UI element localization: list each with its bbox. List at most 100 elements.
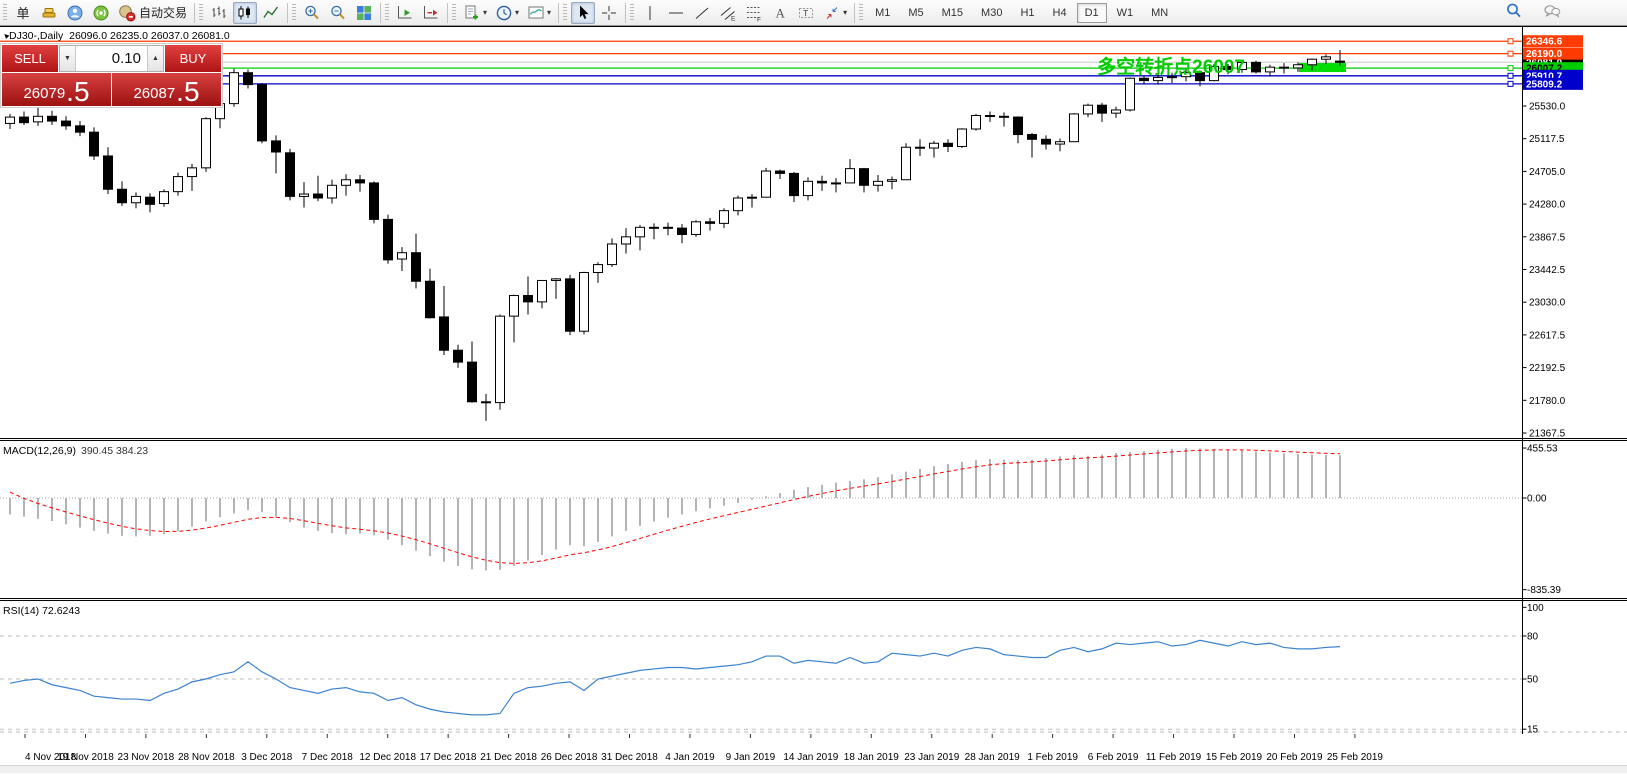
buy-price[interactable]: 26087 .5 bbox=[112, 73, 221, 106]
dropdown-caret-icon[interactable]: ▾ bbox=[547, 8, 552, 17]
signals-icon[interactable] bbox=[89, 2, 113, 24]
text-icon[interactable]: A bbox=[768, 2, 792, 24]
zoom-out-icon bbox=[331, 5, 345, 19]
sell-button[interactable]: SELL bbox=[2, 45, 58, 72]
line-handle[interactable] bbox=[1507, 38, 1514, 45]
arrows-icon[interactable]: ▾ bbox=[820, 2, 850, 24]
candle-body-up bbox=[159, 191, 169, 205]
cursor-icon[interactable] bbox=[571, 1, 596, 24]
template-icon[interactable]: ▾ bbox=[524, 2, 554, 24]
line-handle[interactable] bbox=[1507, 80, 1514, 87]
date-axis-label: 12 Dec 2018 bbox=[359, 752, 416, 763]
line-handle[interactable] bbox=[1507, 50, 1514, 57]
gold-bars-icon[interactable] bbox=[37, 2, 61, 24]
chart-window: 多空转折点26007 25530.0 25117.5 24705.0 24280.0 23… bbox=[0, 26, 1627, 774]
candle-body-up bbox=[747, 196, 757, 199]
candle-body-up bbox=[607, 243, 617, 266]
price-axis-label: 21367.5 bbox=[1529, 429, 1566, 440]
timeframe-button-m5[interactable]: M5 bbox=[908, 6, 924, 19]
price-tag[interactable] bbox=[1523, 35, 1583, 48]
date-axis-label: 11 Feb 2019 bbox=[1146, 752, 1202, 763]
bar-chart-icon[interactable] bbox=[207, 2, 231, 24]
dropdown-caret-icon[interactable]: ▾ bbox=[483, 8, 488, 17]
price-tag[interactable] bbox=[1523, 77, 1583, 90]
timeframe-button-h4[interactable]: H4 bbox=[1052, 6, 1067, 19]
candle-body-up bbox=[229, 72, 239, 105]
candle-body-up bbox=[537, 279, 547, 303]
vline-icon bbox=[649, 5, 651, 20]
candle-body-up bbox=[971, 115, 981, 130]
toolbar-grip bbox=[199, 3, 204, 22]
toolbar-grip bbox=[385, 3, 390, 22]
search-icon bbox=[1507, 3, 1521, 18]
timeframe-button-mn[interactable]: MN bbox=[1151, 6, 1169, 19]
macd-pane-label: MACD(12,26,9) bbox=[3, 445, 76, 457]
arrows-icon bbox=[826, 6, 838, 19]
date-axis-label: 26 Dec 2018 bbox=[541, 752, 598, 763]
periods-clock-icon[interactable]: ▾ bbox=[492, 2, 522, 24]
candle-body-down bbox=[145, 196, 155, 205]
auto-scroll-icon[interactable] bbox=[393, 2, 417, 24]
line-handle[interactable] bbox=[1507, 72, 1514, 79]
timeframe-button-d1[interactable]: D1 bbox=[1076, 2, 1107, 23]
price-tag[interactable] bbox=[1523, 62, 1583, 75]
hline-icon bbox=[669, 12, 684, 13]
price-axis-label: 22192.5 bbox=[1529, 363, 1566, 374]
candle-body-down bbox=[565, 278, 575, 332]
order-menu-button[interactable]: 单 bbox=[11, 2, 35, 24]
autotrading-button[interactable]: 自动交易 bbox=[115, 2, 190, 24]
label-icon[interactable]: T bbox=[794, 2, 818, 24]
timeframe-button-m1[interactable]: M1 bbox=[875, 6, 891, 19]
toolbar-grip bbox=[292, 3, 297, 22]
chart-shift-icon[interactable] bbox=[419, 2, 443, 24]
chat-button[interactable] bbox=[1543, 2, 1561, 20]
trendline-icon[interactable] bbox=[690, 2, 714, 24]
buy-price-pips: .5 bbox=[176, 76, 200, 107]
toolbar-grip bbox=[3, 3, 7, 22]
price-axis-label: 23030.0 bbox=[1529, 298, 1566, 309]
price-tag[interactable] bbox=[1523, 47, 1583, 60]
dropdown-caret-icon[interactable]: ▾ bbox=[515, 8, 520, 17]
vline-icon[interactable] bbox=[638, 2, 662, 24]
new-order-icon[interactable]: ▾ bbox=[460, 2, 490, 24]
volume-decrease-button[interactable]: ▼ bbox=[60, 46, 76, 71]
candlestick-chart-icon[interactable] bbox=[233, 1, 258, 24]
candle-body-up bbox=[1321, 56, 1331, 60]
timeframe-button-m30[interactable]: M30 bbox=[981, 6, 1003, 19]
toolbar-separator bbox=[287, 2, 289, 23]
tile-windows-icon[interactable] bbox=[352, 2, 376, 24]
zoom-in-icon[interactable] bbox=[300, 2, 324, 24]
fibo-icon[interactable]: F bbox=[742, 2, 766, 24]
candlestick-chart-icon bbox=[238, 5, 251, 19]
search-button[interactable] bbox=[1505, 2, 1523, 20]
buy-button[interactable]: BUY bbox=[165, 45, 221, 72]
macd-signal-line bbox=[9, 449, 1341, 564]
volume-increase-button[interactable]: ▲ bbox=[147, 46, 163, 71]
candle-body-up bbox=[1181, 72, 1191, 78]
zoom-out-icon[interactable] bbox=[326, 2, 350, 24]
toolbar-separator bbox=[625, 2, 627, 23]
line-handle[interactable] bbox=[1507, 65, 1514, 72]
timeframe-button-h1[interactable]: H1 bbox=[1020, 6, 1035, 19]
candle-body-down bbox=[425, 280, 435, 319]
candle-body-down bbox=[411, 252, 421, 282]
candle-body-down bbox=[257, 84, 267, 142]
candle-body-up bbox=[929, 142, 939, 149]
candle-body-down bbox=[439, 316, 449, 351]
line-chart-icon[interactable] bbox=[259, 2, 283, 24]
rsi-axis-label: 80 bbox=[1527, 631, 1539, 642]
date-axis-label: 31 Dec 2018 bbox=[601, 752, 658, 763]
timeframe-button-w1[interactable]: W1 bbox=[1116, 6, 1134, 19]
community-icon[interactable] bbox=[63, 2, 87, 24]
date-axis-label: 14 Jan 2019 bbox=[783, 752, 838, 763]
crosshair-icon[interactable] bbox=[597, 2, 621, 24]
sell-price[interactable]: 26079 .5 bbox=[2, 73, 112, 106]
hline-icon[interactable] bbox=[664, 2, 688, 24]
candle-body-down bbox=[271, 140, 281, 153]
timeframe-button-m15[interactable]: M15 bbox=[941, 6, 964, 19]
highlight-zone[interactable] bbox=[1299, 63, 1346, 73]
candle-body-down bbox=[1139, 77, 1149, 82]
dropdown-caret-icon[interactable]: ▾ bbox=[843, 8, 848, 17]
volume-input[interactable] bbox=[76, 46, 147, 71]
channel-icon[interactable]: E bbox=[716, 2, 740, 24]
